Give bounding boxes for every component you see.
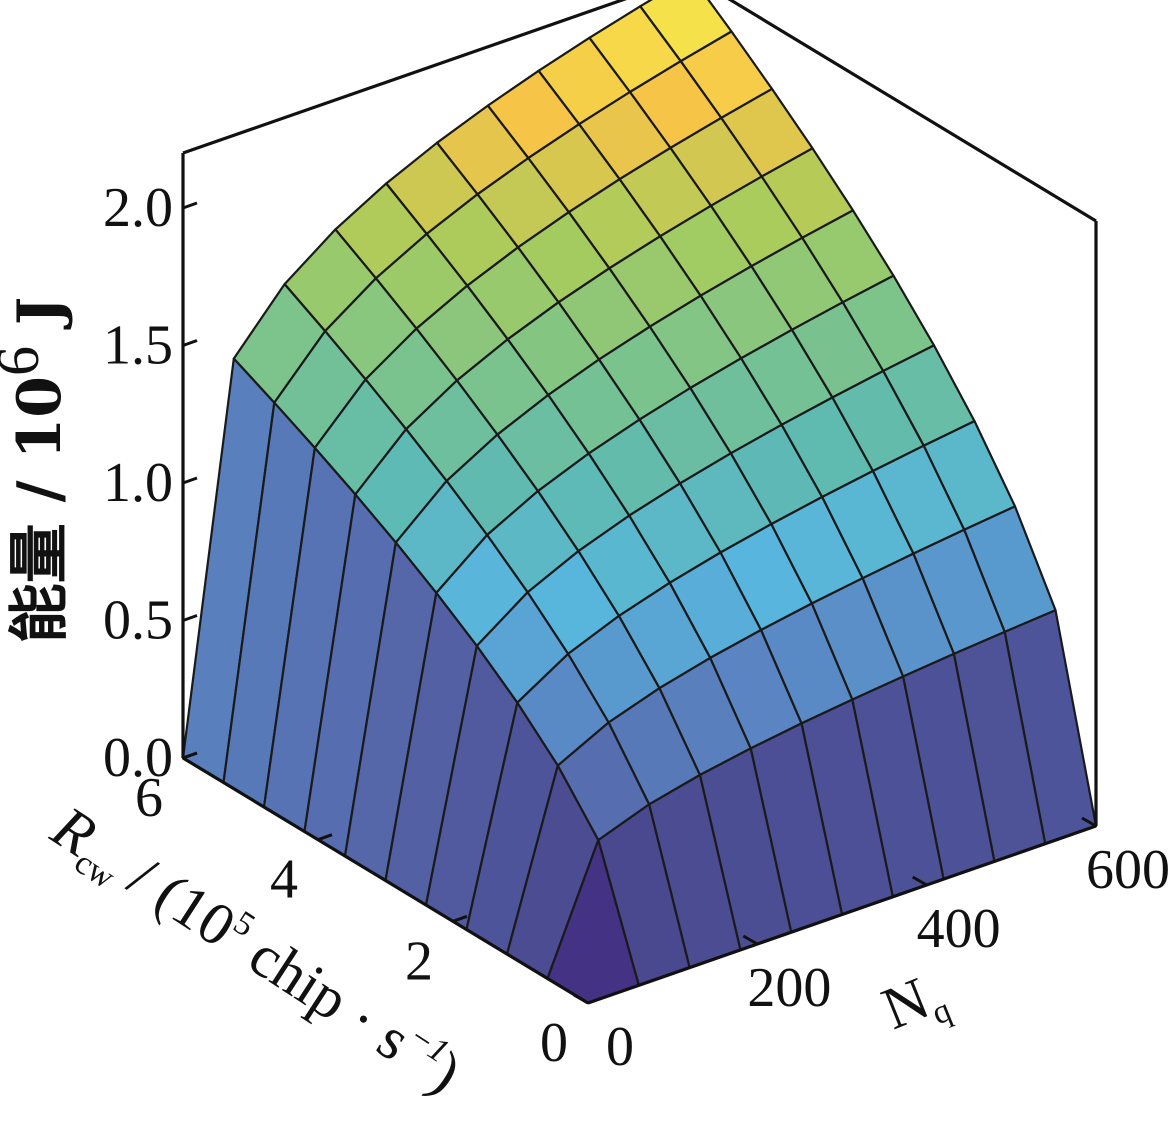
x-axis-line <box>587 824 1097 1005</box>
z-tick-label: 1.0 <box>103 452 173 514</box>
z-tick-label: 2.0 <box>103 177 173 239</box>
y-axis-line <box>182 756 589 1005</box>
z-tick-label: 0.0 <box>103 727 173 789</box>
z-axis-title-exp: 6 <box>0 346 51 376</box>
z-axis-title-unit: J <box>5 297 75 346</box>
x-tick <box>911 875 928 887</box>
z-axis-title: 能量 / 106 J <box>0 297 75 643</box>
surface-mesh <box>181 0 1098 1005</box>
x-axis-title: Nq <box>873 958 956 1048</box>
z-tick-label: 0.5 <box>103 590 173 652</box>
z-axis-title-main: 能量 / 10 <box>5 376 75 643</box>
y-tick-label: 4 <box>270 849 298 911</box>
y-tick-label: 0 <box>540 1012 568 1074</box>
y-tick <box>317 833 333 842</box>
svg-text:Nq: Nq <box>873 958 956 1048</box>
z-tick <box>182 201 198 210</box>
x-tick <box>1081 816 1097 828</box>
x-tick-label: 600 <box>1086 839 1170 901</box>
axis-ticks: 0.0 0.5 1.0 1.5 2.0 0 2 4 6 0 200 400 600 <box>103 177 1170 1078</box>
y-tick-label: 6 <box>135 767 163 829</box>
x-tick-label: 200 <box>747 957 831 1019</box>
x-tick-label: 0 <box>606 1016 634 1078</box>
y-axis-title-tail: chip · s <box>225 913 422 1073</box>
z-tick-label: 1.5 <box>103 315 173 377</box>
z-tick <box>182 476 198 485</box>
y-tick <box>452 914 468 923</box>
x-tick <box>573 993 589 1005</box>
y-axis-title-rest: / (10 <box>105 835 247 959</box>
x-tick <box>742 934 759 946</box>
y-tick-label: 2 <box>405 930 433 992</box>
z-tick <box>182 339 198 347</box>
z-tick <box>182 614 198 622</box>
top-back-edge <box>182 0 627 155</box>
x-tick-label: 400 <box>917 898 1001 960</box>
axis-box <box>181 0 1098 1005</box>
top-right-edge <box>727 0 1097 223</box>
y-tick <box>182 751 198 760</box>
svg-text:能量 / 106 J: 能量 / 106 J <box>0 297 75 643</box>
y-tick <box>587 996 603 1005</box>
